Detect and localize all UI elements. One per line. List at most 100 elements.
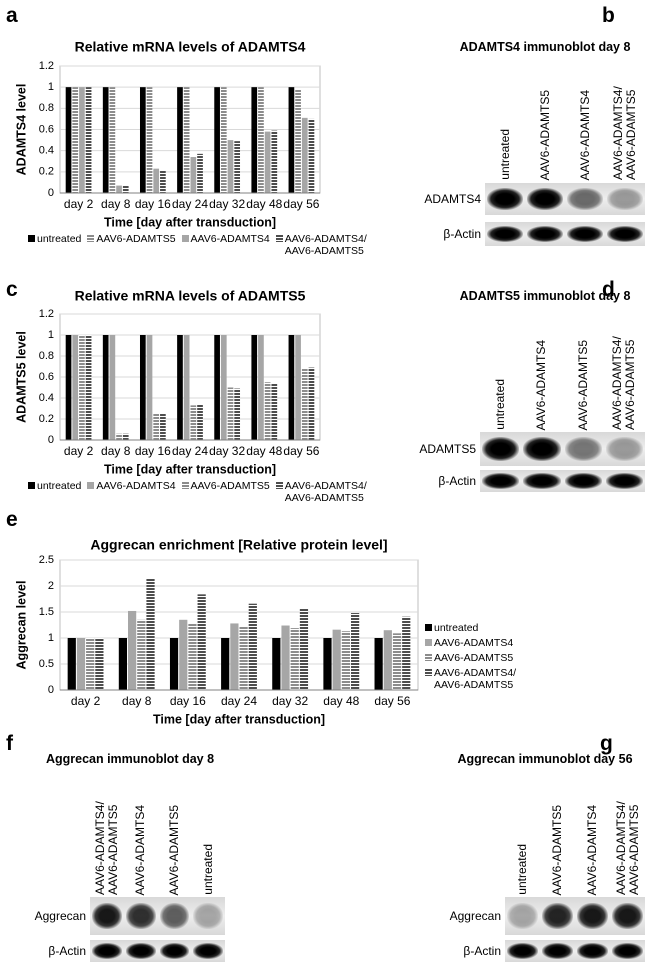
legend-item: untreated <box>425 622 535 634</box>
blot-strip <box>480 432 645 466</box>
legend-swatch <box>87 235 95 242</box>
legend-label: untreated <box>37 480 82 492</box>
bar <box>153 168 160 193</box>
row-label: ADAMTS5 <box>419 442 476 456</box>
legend-swatch <box>275 482 283 489</box>
y-tick-label: 1.5 <box>39 606 54 618</box>
bar <box>290 628 299 690</box>
legend-swatch <box>425 624 432 631</box>
blot-strip <box>505 940 645 962</box>
bar <box>264 131 271 193</box>
band <box>607 187 643 211</box>
legend-item: AAV6-ADAMTS4 <box>87 480 176 504</box>
bar <box>221 638 230 690</box>
lane-label: AAV6-ADAMTS4 <box>585 804 599 895</box>
bar <box>234 388 241 440</box>
bar <box>214 87 220 193</box>
panel-letter: f <box>6 732 13 755</box>
band <box>482 473 520 489</box>
lane: AAV6-ADAMTS4/ AAV6-ADAMTS5 <box>610 770 645 895</box>
y-tick-label: 0 <box>48 434 54 446</box>
lane-label: AAV6-ADAMTS5 <box>550 804 564 895</box>
x-tick-label: day 24 <box>221 694 257 708</box>
bar <box>146 335 153 440</box>
x-tick-label: day 32 <box>209 444 245 458</box>
band <box>523 437 561 461</box>
x-tick-label: day 56 <box>374 694 410 708</box>
lane: AAV6-ADAMTS4 <box>124 770 158 895</box>
legend-swatch <box>28 235 35 242</box>
blot-strip <box>90 940 225 962</box>
y-tick-label: 0.2 <box>39 166 54 178</box>
y-axis-title: Aggrecan level <box>14 581 28 670</box>
y-tick-label: 0.8 <box>39 102 54 114</box>
bar <box>109 87 116 193</box>
y-tick-label: 1 <box>48 329 54 341</box>
bar <box>177 87 183 193</box>
y-tick-label: 2.5 <box>39 554 54 566</box>
y-tick-label: 1 <box>48 81 54 93</box>
x-axis-title: Time [day after transduction] <box>153 712 325 726</box>
bar <box>137 619 146 690</box>
lane-label: untreated <box>515 844 529 895</box>
band <box>527 187 563 211</box>
blot-strip <box>90 897 225 935</box>
bar <box>299 608 309 690</box>
legend-label: untreated <box>434 622 479 634</box>
bar <box>234 141 241 193</box>
lane-label: AAV6-ADAMTS4 <box>534 339 549 430</box>
bar <box>220 87 227 193</box>
lane-label: AAV6-ADAMTS4/ AAV6-ADAMTS5 <box>92 801 120 895</box>
blot-title: ADAMTS5 immunoblot day 8 <box>459 289 631 303</box>
legend-label: AAV6-ADAMTS5 <box>434 652 514 664</box>
blot-strip <box>485 222 645 246</box>
blot-title: Aggrecan immunoblot day 8 <box>45 752 215 766</box>
bar <box>146 87 153 193</box>
x-tick-label: day 16 <box>135 444 171 458</box>
lane: AAV6-ADAMTS4/ AAV6-ADAMTS5 <box>604 310 645 430</box>
band <box>159 943 190 959</box>
bar <box>86 638 95 690</box>
bar <box>197 594 206 690</box>
legend-item: AAV6-ADAMTS5 <box>181 480 270 504</box>
panel-letter: d <box>602 278 615 301</box>
band <box>612 902 643 930</box>
band <box>523 473 561 489</box>
bar <box>79 87 85 193</box>
band <box>193 943 223 959</box>
band <box>193 902 223 930</box>
y-tick-label: 0.4 <box>39 392 54 404</box>
bar <box>288 335 295 440</box>
bar <box>72 335 79 440</box>
y-tick-label: 0.5 <box>39 658 54 670</box>
row-label: β-Actin <box>48 944 86 958</box>
legend-item: AAV6-ADAMTS4/ AAV6-ADAMTS5 <box>275 480 376 504</box>
bar <box>179 619 188 690</box>
legend-swatch <box>181 235 189 242</box>
lane-label: AAV6-ADAMTS4 <box>133 804 148 895</box>
lane-label: AAV6-ADAMTS5 <box>575 339 590 430</box>
panel-letter: a <box>6 4 18 27</box>
lane-labels: AAV6-ADAMTS4/ AAV6-ADAMTS5 AAV6-ADAMTS4 AA… <box>90 770 225 895</box>
x-tick-label: day 56 <box>283 197 319 211</box>
row-label: Aggrecan <box>34 909 86 923</box>
x-tick-label: day 16 <box>135 197 171 211</box>
bar <box>251 87 258 193</box>
band <box>487 187 523 211</box>
lane: AAV6-ADAMTS5 <box>563 310 604 430</box>
band <box>527 225 563 243</box>
band <box>159 902 190 930</box>
y-tick-label: 0 <box>48 684 54 696</box>
lane: AAV6-ADAMTS4 <box>565 60 605 180</box>
band <box>507 902 538 930</box>
legend-swatch <box>275 235 283 242</box>
bar <box>122 185 129 193</box>
x-tick-label: day 48 <box>323 694 359 708</box>
bar <box>248 603 257 690</box>
lane: untreated <box>191 770 225 895</box>
y-tick-label: 1.2 <box>39 60 54 72</box>
bar <box>190 157 197 193</box>
band <box>125 943 156 959</box>
plot-frame <box>59 559 419 691</box>
